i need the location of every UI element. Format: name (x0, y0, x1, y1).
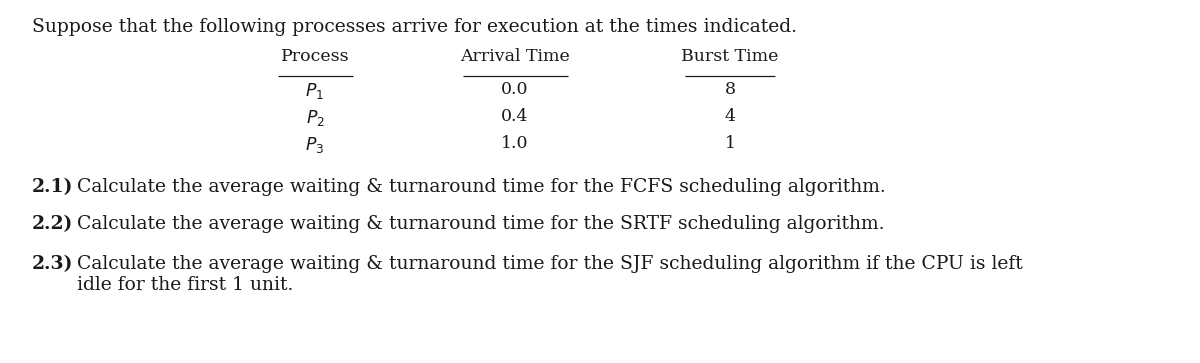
Text: 0.0: 0.0 (502, 81, 529, 98)
Text: 2.3): 2.3) (32, 255, 73, 273)
Text: 4: 4 (725, 108, 736, 125)
Text: 1.0: 1.0 (502, 135, 529, 152)
Text: Process: Process (281, 48, 349, 65)
Text: 1: 1 (725, 135, 736, 152)
Text: 8: 8 (725, 81, 736, 98)
Text: 0.4: 0.4 (502, 108, 529, 125)
Text: Suppose that the following processes arrive for execution at the times indicated: Suppose that the following processes arr… (32, 18, 797, 36)
Text: Calculate the average waiting & turnaround time for the SRTF scheduling algorith: Calculate the average waiting & turnarou… (77, 215, 884, 233)
Text: 2.1): 2.1) (32, 178, 73, 196)
Text: $P_2$: $P_2$ (306, 108, 324, 128)
Text: Burst Time: Burst Time (682, 48, 779, 65)
Text: Arrival Time: Arrival Time (460, 48, 570, 65)
Text: $P_3$: $P_3$ (305, 135, 325, 155)
Text: 2.2): 2.2) (32, 215, 73, 233)
Text: Calculate the average waiting & turnaround time for the FCFS scheduling algorith: Calculate the average waiting & turnarou… (77, 178, 886, 196)
Text: Calculate the average waiting & turnaround time for the SJF scheduling algorithm: Calculate the average waiting & turnarou… (77, 255, 1022, 294)
Text: $P_1$: $P_1$ (306, 81, 324, 101)
